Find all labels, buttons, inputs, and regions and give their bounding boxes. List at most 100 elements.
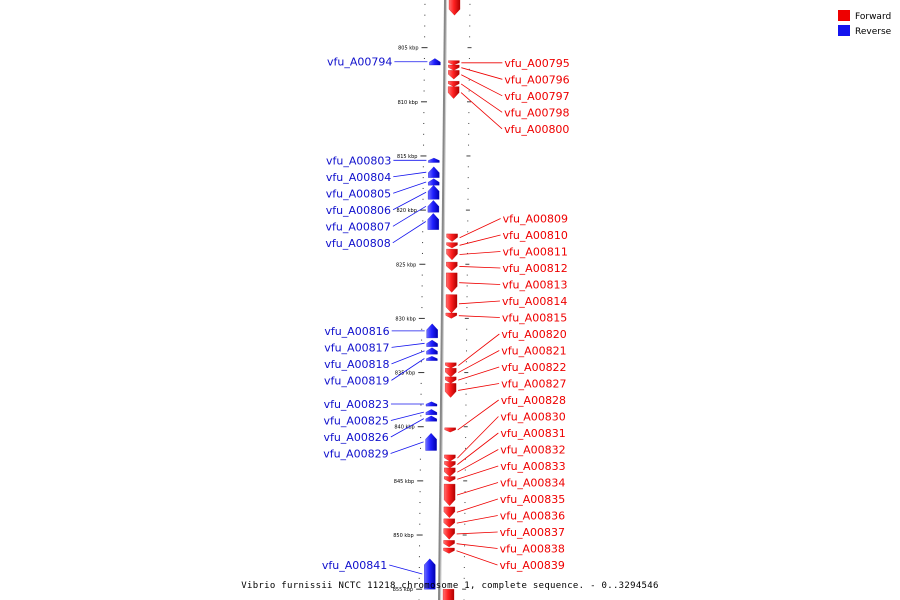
gene-label: vfu_A00800 (504, 123, 569, 136)
vfu-a00822-gene-arrow (445, 376, 457, 384)
gene-label: vfu_A00829 (323, 447, 388, 460)
vfu-a00798-gene-arrow (448, 81, 460, 87)
gene-label: vfu_A00836 (500, 510, 565, 523)
vfu-a00805-gene-arrow (428, 178, 440, 186)
gene-label: vfu_A00809 (503, 213, 568, 226)
gene-label: vfu_A00814 (502, 295, 567, 308)
vfu-a00808-gene-arrow (427, 213, 439, 230)
legend: Forward Reverse (838, 10, 892, 37)
vfu-a00811-gene-arrow (446, 248, 458, 261)
vfu-a00823-gene-arrow (425, 401, 438, 407)
tick-label: 845 kbp (394, 479, 414, 485)
gene-label: vfu_A00839 (499, 559, 564, 572)
vfu-a00813-gene-arrow (446, 272, 458, 293)
tick-label: 840 kbp (394, 425, 414, 431)
gene-label: vfu_A00794 (327, 56, 392, 69)
gene-label: vfu_A00816 (324, 325, 389, 338)
label-leader-lines (389, 61, 503, 575)
gene-label: vfu_A00819 (324, 374, 389, 387)
gene-label: vfu_A00823 (324, 398, 389, 411)
vfu-a00834-gene-arrow (443, 483, 456, 507)
leader-line (456, 515, 498, 524)
leader-line (392, 191, 427, 211)
legend-reverse-swatch (838, 25, 850, 36)
vfu-a00831-gene-arrow (444, 461, 456, 469)
legend-reverse-label: Reverse (855, 27, 892, 37)
vfu-a00817-gene-arrow (426, 339, 438, 347)
vfu-a00804-gene-arrow (428, 166, 440, 178)
vfu-a00841-gene-arrow (424, 558, 436, 590)
leader-line (390, 441, 424, 454)
leader-line (459, 218, 501, 239)
vfu-a00839-gene-arrow (443, 547, 455, 554)
gene-label: vfu_A00828 (501, 394, 566, 407)
leader-line (459, 251, 501, 255)
vfu-a00826-gene-arrow (425, 415, 437, 422)
gene-label: vfu_A00813 (502, 279, 567, 292)
leader-line (392, 221, 427, 244)
leader-line (457, 432, 499, 465)
leader-line (457, 465, 499, 480)
leader-line (456, 531, 498, 535)
gene-label: vfu_A00838 (500, 543, 565, 556)
gene-label: vfu_A00830 (500, 411, 565, 424)
leader-line (461, 67, 503, 80)
gene-label: vfu_A00826 (323, 431, 388, 444)
backbone-shadow (439, 0, 448, 600)
vfu-a00803-gene-arrow (428, 157, 440, 163)
vfu-a00812-gene-arrow (446, 261, 458, 271)
gene-label: vfu_A00805 (326, 187, 391, 200)
axis-ticks: 805 kbp 810 kbp 815 kbp 820 kbp 825 kbp 830 k… (393, 3, 472, 600)
vfu-a00796-gene-arrow (448, 64, 460, 71)
vfu-a00821-gene-arrow (445, 368, 457, 378)
vfu-a00838-gene-arrow (443, 540, 455, 548)
gene-label: vfu_A00818 (324, 358, 389, 371)
vfu-a00794-gene-arrow (429, 58, 441, 66)
tick-label: 825 kbp (396, 262, 416, 268)
leader-line (459, 266, 501, 269)
gene-label: vfu_A00797 (504, 90, 569, 103)
gene-label: vfu_A00795 (504, 57, 569, 70)
vfu-a00800-gene-arrow (447, 86, 460, 99)
tick-label: 820 kbp (397, 208, 417, 214)
leader-line (457, 416, 499, 459)
vfu-a00830-gene-arrow (444, 454, 456, 462)
tick-label: 835 kbp (395, 371, 415, 377)
vfu-a00809-gene-arrow (446, 233, 458, 242)
leader-line (458, 350, 500, 373)
tick-label: 805 kbp (398, 46, 418, 52)
leader-line (391, 350, 425, 365)
gene-label: vfu_A00841 (322, 559, 387, 572)
gene-label: vfu_A00811 (502, 246, 567, 259)
gene-label: vfu_A00820 (501, 328, 566, 341)
leader-line (456, 482, 499, 496)
legend-forward-swatch (838, 10, 850, 21)
leader-line (456, 550, 498, 566)
leader-line (458, 333, 500, 366)
gene-label: vfu_A00817 (324, 341, 389, 354)
vfu-a00818-gene-arrow (426, 347, 438, 355)
gene-label: vfu_A00796 (504, 73, 569, 86)
gene-label: vfu_A00806 (326, 204, 391, 217)
backbone-line (438, 0, 446, 600)
gene-label: vfu_A00834 (500, 477, 565, 490)
vfu-a00819-gene-arrow (426, 356, 438, 361)
vfu-a00806-gene-arrow (427, 184, 440, 200)
sequence-backbone (438, 0, 448, 600)
leader-line (389, 564, 423, 575)
vfu-a00835-gene-arrow (443, 506, 456, 518)
leader-line (390, 411, 424, 421)
gene-label: vfu_A00798 (504, 106, 569, 119)
gene-labels: vfu_A00795 vfu_A00796 vfu_A00797 vfu_A00798… (322, 56, 570, 572)
vfu-a00837-gene-arrow (443, 528, 455, 540)
leader-line (392, 205, 427, 227)
map-caption: Vibrio furnissii NCTC 11218 chromosome 1… (241, 581, 658, 591)
gene-label: vfu_A00822 (501, 361, 566, 374)
tick-label: 850 kbp (393, 533, 413, 539)
vfu-a00829-gene-arrow (425, 432, 437, 451)
tick-label: 810 kbp (398, 100, 418, 106)
leader-line (460, 92, 503, 130)
gene-label: vfu_A00810 (503, 229, 568, 242)
vfu-a00815-gene-arrow (445, 312, 457, 319)
